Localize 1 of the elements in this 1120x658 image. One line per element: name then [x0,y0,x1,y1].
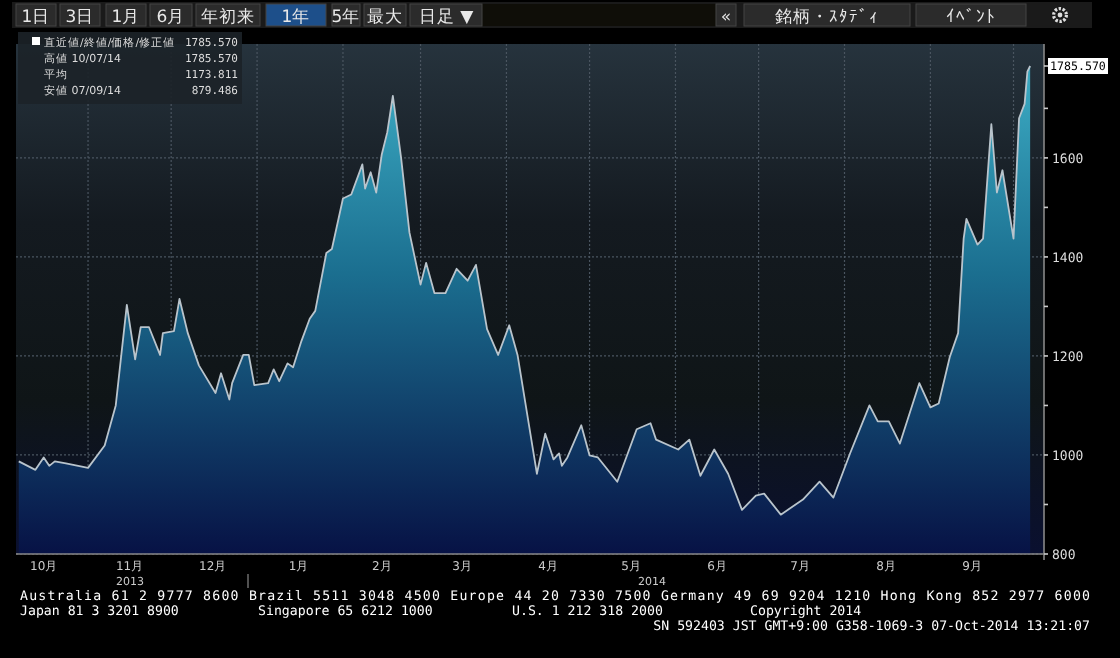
toolbar: 1日 3日 1月 6月 年初来 1年 5年 最大 日足 ▼ « 銘柄・ｽﾀﾃﾞｨ ｲﾍﾞﾝﾄ [12,2,1092,28]
